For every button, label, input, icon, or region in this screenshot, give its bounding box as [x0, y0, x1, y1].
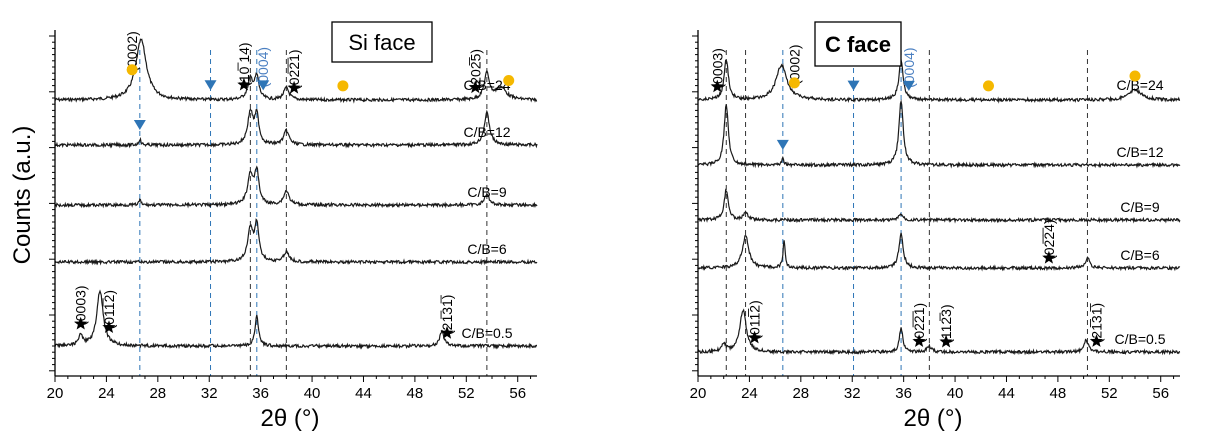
orange-circle-marker — [503, 75, 515, 87]
series-line-cb24 — [697, 59, 1181, 104]
series-label: C/B=24 — [1116, 77, 1163, 93]
star-marker — [468, 80, 482, 94]
peak-label: (112̅3) — [938, 304, 954, 343]
x-tick-label: 20 — [47, 385, 64, 402]
x-tick-label: 36 — [895, 385, 912, 402]
peak-label: (02̅2̅4) — [1041, 219, 1057, 259]
x-tick-label: 52 — [458, 385, 475, 402]
x-tick-label: 32 — [844, 385, 861, 402]
peak-label: (0004) — [901, 47, 917, 87]
peak-label: (011̅2) — [101, 290, 117, 329]
series-line-cb6 — [54, 218, 538, 266]
peak-label: (02̅2̅1) — [911, 303, 927, 343]
peak-label: (011̅2) — [747, 300, 763, 339]
series-label: C/B=0.5 — [1115, 331, 1166, 347]
panel-c-face: C/B=24 C/B=12 C/B=9 C/B=6 C/B=0.5 (0003) (0002… — [690, 21, 1181, 432]
series-label: C/B=12 — [1116, 144, 1163, 160]
orange-circle-marker — [982, 80, 994, 92]
peak-label: (10̅ 14) — [236, 42, 252, 86]
y-axis-label: Counts (a.u.) — [9, 126, 36, 265]
panel-title: C face — [825, 32, 891, 57]
x-tick-label: 48 — [407, 385, 424, 402]
series-line-cb05 — [697, 308, 1181, 356]
panel-si-face: C/B=24C/B=12C/B=9C/B=6C/B=0.5(0002) (10̅ … — [47, 21, 538, 432]
series-line-cb9 — [697, 188, 1181, 224]
series-label: C/B=9 — [1120, 199, 1160, 215]
blue-triangle-marker — [847, 80, 860, 91]
x-axis-label: 2θ (°) — [904, 405, 963, 432]
x-tick-label: 28 — [792, 385, 809, 402]
star-marker — [440, 326, 454, 339]
star-marker — [102, 320, 116, 333]
star-marker — [747, 330, 762, 344]
orange-circle-marker — [1129, 70, 1141, 82]
x-axis-label: 2θ (°) — [261, 405, 320, 432]
panel-title: Si face — [348, 30, 415, 55]
star-marker — [237, 77, 251, 91]
peak-label: (02̅2̅1) — [286, 49, 302, 89]
peak-label: (0003) — [73, 285, 89, 325]
peak-label: (0002) — [124, 31, 140, 71]
blue-triangle-marker — [902, 80, 915, 91]
x-tick-label: 40 — [304, 385, 321, 402]
x-tick-label: 24 — [98, 385, 115, 402]
blue-triangle-marker — [257, 80, 270, 91]
star-marker — [74, 316, 88, 330]
series-line-cb05 — [54, 289, 538, 350]
orange-circle-marker — [788, 77, 800, 89]
series-line-cb6 — [697, 232, 1181, 272]
title-box — [331, 21, 433, 63]
series-line-cb12 — [697, 99, 1181, 169]
series-label: C/B=6 — [467, 241, 507, 257]
star-marker — [287, 80, 301, 94]
x-tick-label: 44 — [355, 385, 372, 402]
x-tick-label: 20 — [690, 385, 707, 402]
x-tick-label: 32 — [201, 385, 218, 402]
peak-label: (0004) — [255, 47, 271, 87]
star-marker — [939, 334, 953, 348]
x-tick-label: 44 — [998, 385, 1015, 402]
x-tick-label: 36 — [252, 385, 269, 402]
star-marker — [912, 334, 926, 347]
series-line-cb12 — [54, 108, 538, 149]
x-tick-label: 56 — [1152, 385, 1169, 402]
x-tick-label: 52 — [1101, 385, 1118, 402]
orange-circle-marker — [337, 80, 349, 92]
x-tick-label: 24 — [741, 385, 758, 402]
star-marker — [1089, 334, 1104, 347]
orange-circle-marker — [126, 64, 138, 76]
star-marker — [710, 79, 724, 93]
peak-label: (202̅5) — [467, 49, 483, 89]
x-tick-label: 28 — [149, 385, 166, 402]
series-label: C/B=6 — [1120, 247, 1160, 263]
series-line-cb9 — [54, 165, 538, 209]
series-label: C/B=12 — [463, 124, 510, 140]
peak-label: (0002) — [786, 44, 802, 84]
blue-triangle-marker — [776, 139, 789, 150]
peak-label: (21̅31̅) — [1089, 302, 1105, 343]
x-tick-label: 56 — [509, 385, 526, 402]
peak-label: (21̅31̅) — [439, 294, 455, 335]
x-tick-label: 40 — [947, 385, 964, 402]
series-label: C/B=9 — [467, 184, 507, 200]
star-marker — [1042, 250, 1056, 264]
series-label: C/B=0.5 — [462, 325, 513, 341]
x-tick-label: 48 — [1050, 385, 1067, 402]
peak-label: (0003) — [709, 48, 725, 88]
title-box — [814, 21, 902, 67]
blue-triangle-marker — [204, 80, 217, 91]
blue-triangle-marker — [133, 119, 146, 130]
